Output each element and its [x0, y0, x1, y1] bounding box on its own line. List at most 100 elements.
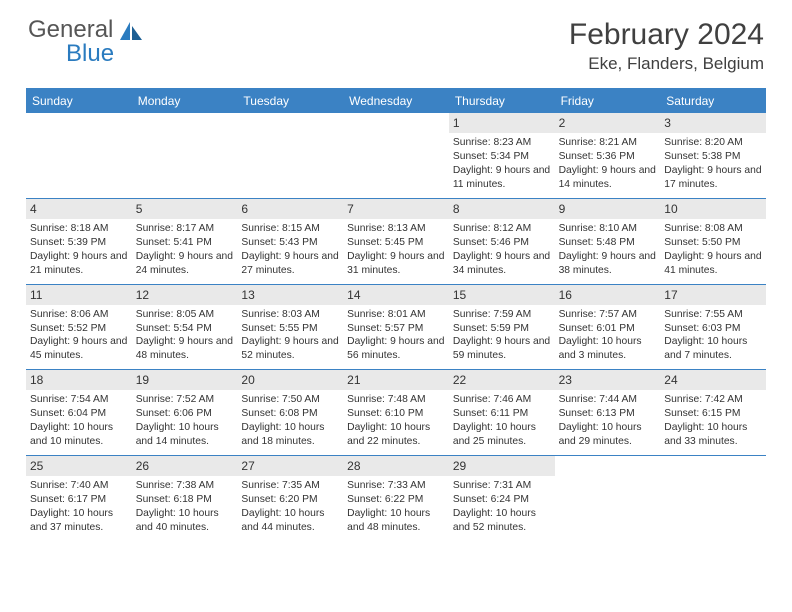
daylight-text: Daylight: 9 hours and 48 minutes.: [136, 335, 234, 363]
day-cell: 11Sunrise: 8:06 AMSunset: 5:52 PMDayligh…: [26, 285, 132, 370]
day-cell: 21Sunrise: 7:48 AMSunset: 6:10 PMDayligh…: [343, 370, 449, 455]
sunset-text: Sunset: 6:15 PM: [664, 407, 762, 421]
daylight-text: Daylight: 10 hours and 14 minutes.: [136, 421, 234, 449]
sunset-text: Sunset: 5:43 PM: [241, 236, 339, 250]
title-block: February 2024 Eke, Flanders, Belgium: [569, 18, 764, 74]
day-cell: [660, 456, 766, 541]
day-cell: 22Sunrise: 7:46 AMSunset: 6:11 PMDayligh…: [449, 370, 555, 455]
daylight-text: Daylight: 10 hours and 48 minutes.: [347, 507, 445, 535]
sunset-text: Sunset: 6:04 PM: [30, 407, 128, 421]
daylight-text: Daylight: 9 hours and 56 minutes.: [347, 335, 445, 363]
sunset-text: Sunset: 5:45 PM: [347, 236, 445, 250]
sunrise-text: Sunrise: 7:46 AM: [453, 393, 551, 407]
sunrise-text: Sunrise: 7:35 AM: [241, 479, 339, 493]
week-row: 18Sunrise: 7:54 AMSunset: 6:04 PMDayligh…: [26, 369, 766, 455]
day-cell: 6Sunrise: 8:15 AMSunset: 5:43 PMDaylight…: [237, 199, 343, 284]
header: General Blue February 2024 Eke, Flanders…: [0, 0, 792, 82]
daylight-text: Daylight: 9 hours and 17 minutes.: [664, 164, 762, 192]
day-cell: 26Sunrise: 7:38 AMSunset: 6:18 PMDayligh…: [132, 456, 238, 541]
sunset-text: Sunset: 5:55 PM: [241, 322, 339, 336]
daylight-text: Daylight: 10 hours and 29 minutes.: [559, 421, 657, 449]
sunset-text: Sunset: 6:08 PM: [241, 407, 339, 421]
day-cell: [132, 113, 238, 198]
sunset-text: Sunset: 5:57 PM: [347, 322, 445, 336]
sunrise-text: Sunrise: 7:40 AM: [30, 479, 128, 493]
daylight-text: Daylight: 10 hours and 3 minutes.: [559, 335, 657, 363]
sunset-text: Sunset: 6:11 PM: [453, 407, 551, 421]
sunset-text: Sunset: 6:03 PM: [664, 322, 762, 336]
sunrise-text: Sunrise: 7:38 AM: [136, 479, 234, 493]
day-cell: 16Sunrise: 7:57 AMSunset: 6:01 PMDayligh…: [555, 285, 661, 370]
daylight-text: Daylight: 10 hours and 52 minutes.: [453, 507, 551, 535]
day-cell: 17Sunrise: 7:55 AMSunset: 6:03 PMDayligh…: [660, 285, 766, 370]
sunrise-text: Sunrise: 7:33 AM: [347, 479, 445, 493]
day-number: [237, 113, 343, 131]
day-number: 12: [132, 285, 238, 305]
daylight-text: Daylight: 10 hours and 18 minutes.: [241, 421, 339, 449]
sunrise-text: Sunrise: 7:44 AM: [559, 393, 657, 407]
day-cell: 13 Sunrise: 8:03 AMSunset: 5:55 PMDayligh…: [237, 285, 343, 370]
daylight-text: Daylight: 9 hours and 52 minutes.: [241, 335, 339, 363]
day-number: 10: [660, 199, 766, 219]
sunset-text: Sunset: 5:39 PM: [30, 236, 128, 250]
day-number: 22: [449, 370, 555, 390]
day-number: 29: [449, 456, 555, 476]
sunrise-text: Sunrise: 8:13 AM: [347, 222, 445, 236]
day-cell: 20Sunrise: 7:50 AMSunset: 6:08 PMDayligh…: [237, 370, 343, 455]
sunset-text: Sunset: 5:48 PM: [559, 236, 657, 250]
logo-blue: Blue: [66, 40, 114, 67]
daylight-text: Daylight: 10 hours and 37 minutes.: [30, 507, 128, 535]
day-number: 24: [660, 370, 766, 390]
logo-general: General: [28, 16, 113, 43]
day-cell: 15Sunrise: 7:59 AMSunset: 5:59 PMDayligh…: [449, 285, 555, 370]
day-number: 20: [237, 370, 343, 390]
daylight-text: Daylight: 9 hours and 27 minutes.: [241, 250, 339, 278]
day-number: 16: [555, 285, 661, 305]
daylight-text: Daylight: 9 hours and 24 minutes.: [136, 250, 234, 278]
day-number: 8: [449, 199, 555, 219]
day-cell: 1Sunrise: 8:23 AMSunset: 5:34 PMDaylight…: [449, 113, 555, 198]
sunset-text: Sunset: 6:18 PM: [136, 493, 234, 507]
day-number: 15: [449, 285, 555, 305]
sunrise-text: Sunrise: 8:12 AM: [453, 222, 551, 236]
day-cell: 7Sunrise: 8:13 AMSunset: 5:45 PMDaylight…: [343, 199, 449, 284]
daylight-text: Daylight: 10 hours and 10 minutes.: [30, 421, 128, 449]
sunrise-text: Sunrise: 8:06 AM: [30, 308, 128, 322]
day-number: [555, 456, 661, 474]
sunset-text: Sunset: 5:36 PM: [559, 150, 657, 164]
sunrise-text: Sunrise: 8:18 AM: [30, 222, 128, 236]
day-cell: 28Sunrise: 7:33 AMSunset: 6:22 PMDayligh…: [343, 456, 449, 541]
daylight-text: Daylight: 10 hours and 22 minutes.: [347, 421, 445, 449]
day-cell: 2Sunrise: 8:21 AMSunset: 5:36 PMDaylight…: [555, 113, 661, 198]
day-cell: [26, 113, 132, 198]
day-cell: [237, 113, 343, 198]
day-cell: 3Sunrise: 8:20 AMSunset: 5:38 PMDaylight…: [660, 113, 766, 198]
sunrise-text: Sunrise: 8:17 AM: [136, 222, 234, 236]
sunrise-text: Sunrise: 8:03 AM: [241, 308, 339, 322]
day-number: 25: [26, 456, 132, 476]
logo-text-block: General Blue: [28, 18, 114, 66]
sunset-text: Sunset: 5:34 PM: [453, 150, 551, 164]
day-number: 13: [237, 285, 343, 305]
day-number: 28: [343, 456, 449, 476]
day-cell: [555, 456, 661, 541]
sunset-text: Sunset: 5:38 PM: [664, 150, 762, 164]
day-cell: 23Sunrise: 7:44 AMSunset: 6:13 PMDayligh…: [555, 370, 661, 455]
dow-cell: Tuesday: [237, 90, 343, 112]
sunrise-text: Sunrise: 8:01 AM: [347, 308, 445, 322]
week-row: 25Sunrise: 7:40 AMSunset: 6:17 PMDayligh…: [26, 455, 766, 541]
day-cell: 10Sunrise: 8:08 AMSunset: 5:50 PMDayligh…: [660, 199, 766, 284]
day-number: 4: [26, 199, 132, 219]
sunrise-text: Sunrise: 7:57 AM: [559, 308, 657, 322]
sunrise-text: Sunrise: 7:48 AM: [347, 393, 445, 407]
day-number: [343, 113, 449, 131]
day-cell: 5Sunrise: 8:17 AMSunset: 5:41 PMDaylight…: [132, 199, 238, 284]
daylight-text: Daylight: 9 hours and 34 minutes.: [453, 250, 551, 278]
location: Eke, Flanders, Belgium: [569, 54, 764, 74]
day-number: 9: [555, 199, 661, 219]
daylight-text: Daylight: 10 hours and 7 minutes.: [664, 335, 762, 363]
sunset-text: Sunset: 5:54 PM: [136, 322, 234, 336]
sail-icon: [118, 20, 144, 47]
sunset-text: Sunset: 5:50 PM: [664, 236, 762, 250]
day-cell: 14Sunrise: 8:01 AMSunset: 5:57 PMDayligh…: [343, 285, 449, 370]
